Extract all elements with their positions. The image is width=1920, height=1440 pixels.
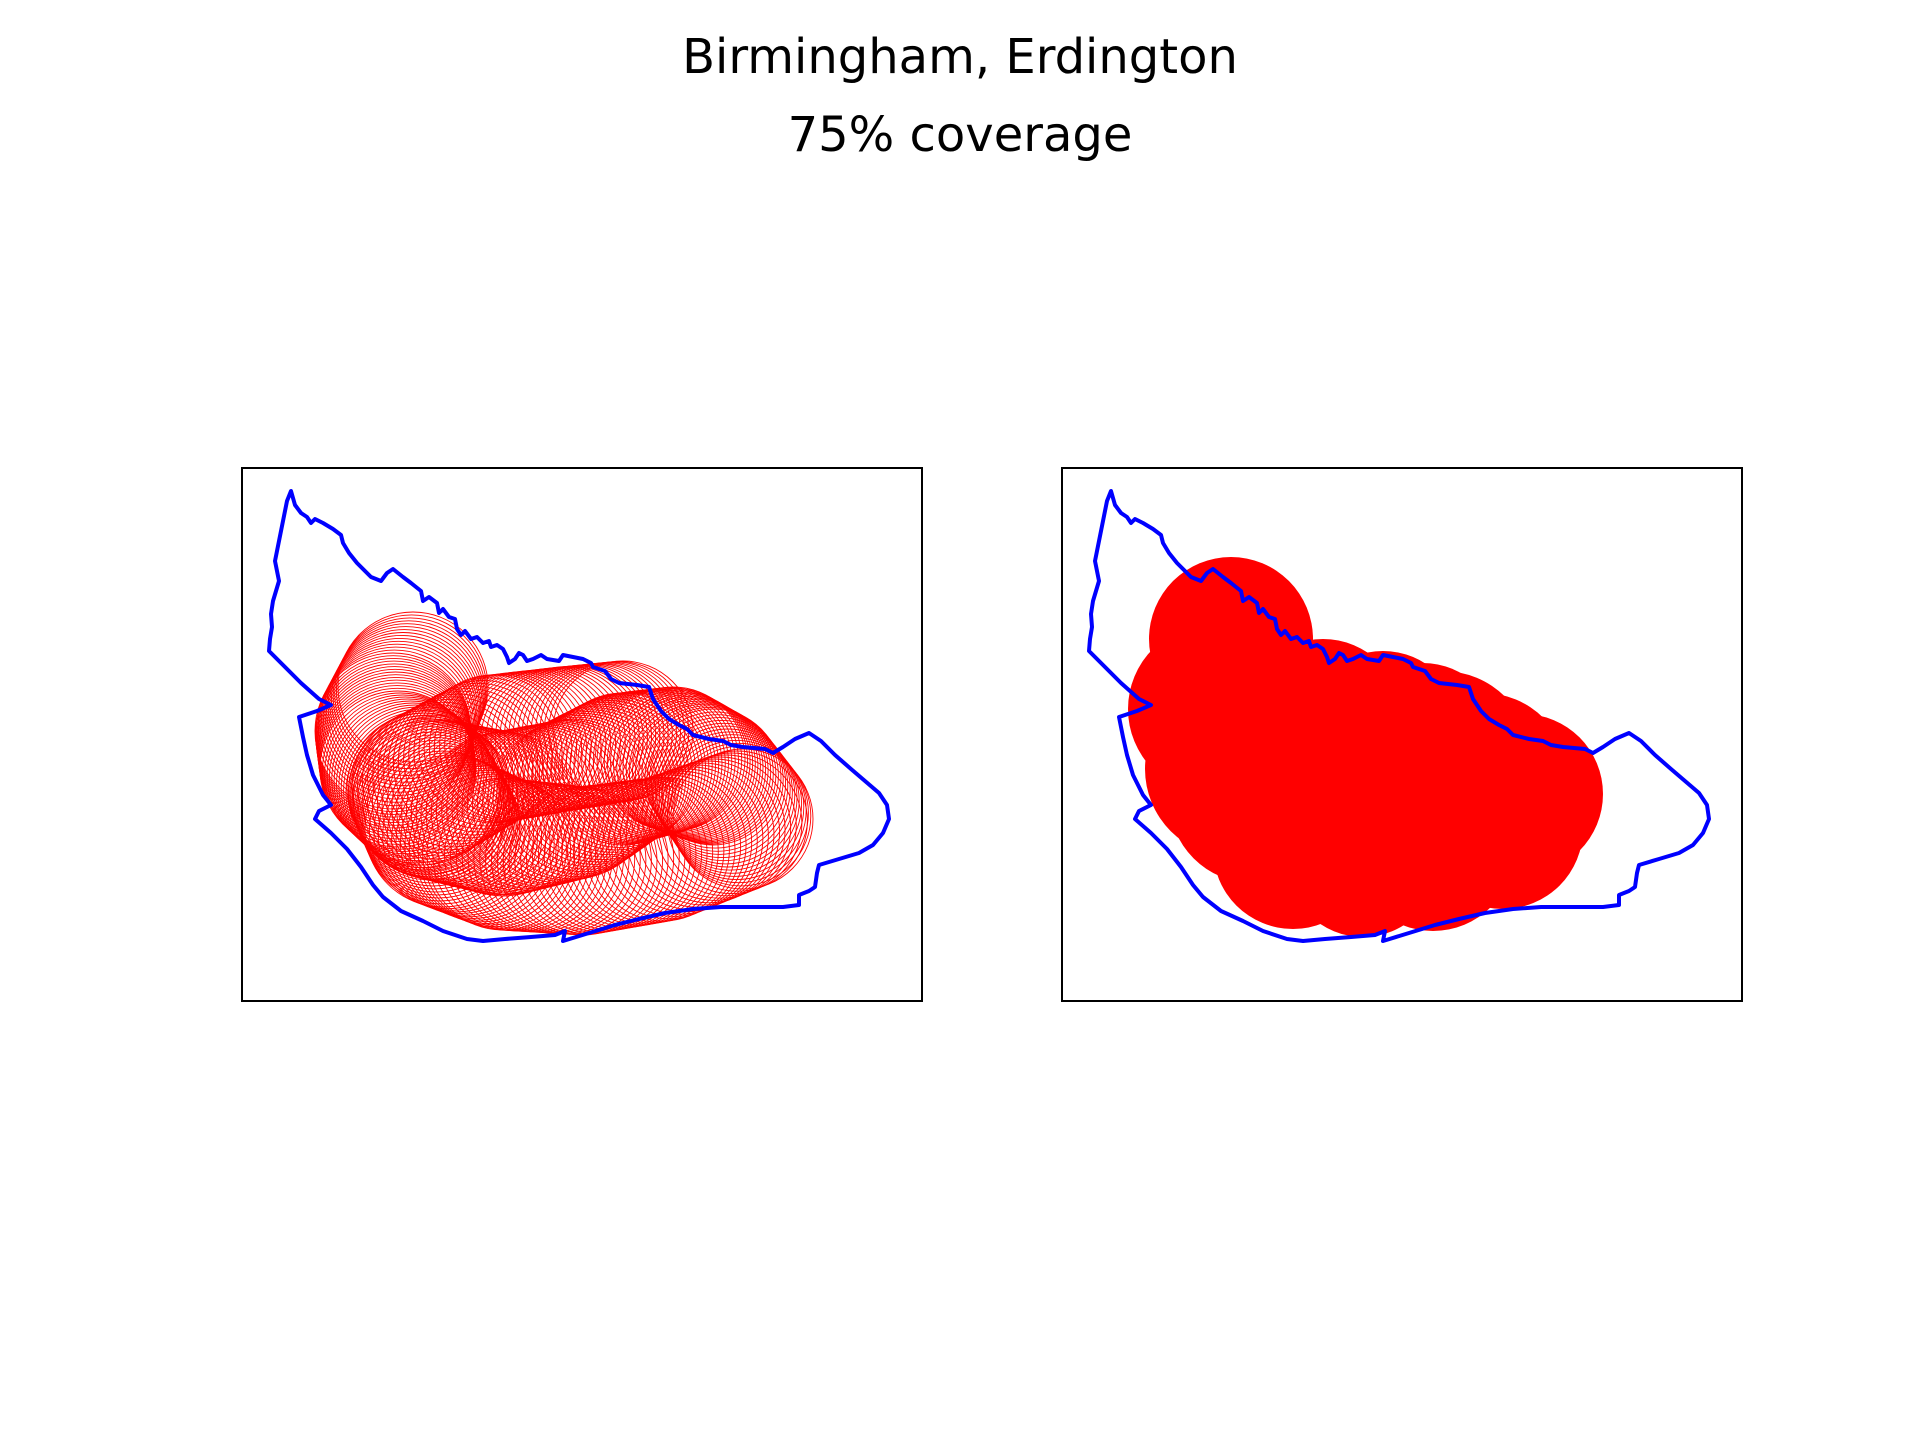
figure-subtitle: 75% coverage <box>787 107 1133 163</box>
coverage-circle-outline <box>355 731 511 887</box>
coverage-circle-outline <box>552 660 694 802</box>
coverage-circle-outline <box>372 698 524 851</box>
coverage-circle-outline <box>349 717 503 872</box>
coverage-circle-outline <box>606 689 751 834</box>
coverage-circle-outlines <box>314 611 814 936</box>
coverage-circle-outline <box>638 705 777 844</box>
coverage-circle-outline <box>367 701 519 854</box>
coverage-circle-outline <box>382 758 538 914</box>
coverage-circle-outline <box>644 708 782 846</box>
figure-title-block: Birmingham, Erdington 75% coverage <box>0 18 1920 174</box>
coverage-circle-outline <box>382 693 534 845</box>
left-map-canvas <box>267 489 891 943</box>
panel-right-filled-coverage <box>1061 467 1743 1002</box>
coverage-circle-outline <box>632 702 772 842</box>
figure-title: Birmingham, Erdington <box>682 29 1238 85</box>
coverage-filled-area <box>1128 557 1603 937</box>
coverage-circle-outline <box>613 692 756 836</box>
coverage-circle-outline <box>619 695 761 838</box>
coverage-circle-outline <box>350 720 505 875</box>
coverage-circle-outline <box>567 779 714 926</box>
coverage-circle-outline <box>660 752 803 895</box>
coverage-circle-outline <box>397 685 549 836</box>
coverage-circle-outline <box>573 778 719 925</box>
coverage-circle-outline <box>368 752 526 910</box>
coverage-circle-outline <box>625 699 767 840</box>
coverage-circle-outline <box>561 780 708 927</box>
coverage-filled-disc <box>1223 679 1403 859</box>
coverage-circle-outline <box>373 754 530 911</box>
coverage-circle-outline <box>352 726 508 881</box>
coverage-circle-outline <box>361 745 519 902</box>
coverage-circle-outline <box>660 731 800 871</box>
coverage-circle-outline <box>358 736 514 893</box>
coverage-circle-outline <box>351 709 505 863</box>
coverage-circle-outline <box>549 781 697 929</box>
coverage-circle-outline <box>637 760 781 904</box>
coverage-circle-outline <box>585 688 733 836</box>
coverage-circle-outline <box>386 725 550 888</box>
coverage-circle-outline <box>666 750 808 892</box>
coverage-circle-outline <box>413 771 567 926</box>
coverage-circle-outline <box>356 707 510 860</box>
erdington-boundary-outline-left <box>267 489 891 943</box>
coverage-circle-outline <box>655 754 797 897</box>
right-map-canvas <box>1087 489 1711 943</box>
coverage-circle-outline <box>347 715 501 869</box>
coverage-circle-outline <box>387 690 539 842</box>
coverage-circle-outline <box>356 734 512 890</box>
coverage-circle-outline <box>596 774 742 920</box>
coverage-circle-outline <box>351 723 506 878</box>
erdington-boundary-outline-right <box>1087 489 1711 943</box>
coverage-circle-outline <box>395 764 551 919</box>
coverage-circle-outline <box>403 682 553 833</box>
coverage-circle-outline <box>413 677 563 827</box>
coverage-circle-outline <box>526 784 675 933</box>
coverage-circle-outline <box>377 696 529 848</box>
coverage-circle-outline <box>643 758 786 901</box>
coverage-circle-outline <box>404 767 559 923</box>
coverage-circle-outline <box>616 694 759 837</box>
coverage-circle-outline <box>668 742 809 884</box>
panel-left-circle-outlines <box>241 467 923 1002</box>
coverage-circle-outline <box>324 634 479 790</box>
coverage-circle-outline <box>399 765 555 921</box>
coverage-circle-outline <box>628 700 769 841</box>
coverage-circle-outline <box>631 762 775 906</box>
coverage-circle-outline <box>386 760 543 916</box>
coverage-circle-outline <box>324 694 482 853</box>
coverage-circle-outline <box>590 776 736 922</box>
coverage-circle-outline <box>641 706 779 845</box>
coverage-circle-outline <box>622 697 764 839</box>
coverage-circle-outline <box>408 769 563 924</box>
